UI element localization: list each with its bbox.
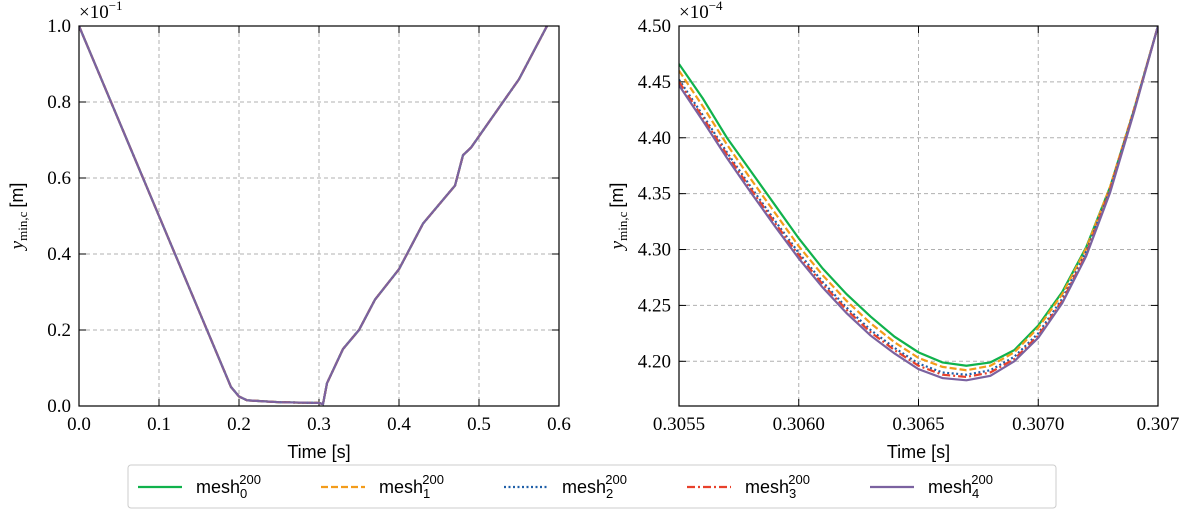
x-tick-label: 0.3065 xyxy=(892,414,944,435)
series-line xyxy=(79,26,548,406)
legend-sup: 200 xyxy=(605,472,627,487)
plot-frame xyxy=(678,25,1159,407)
y-tick-label: 4.35 xyxy=(638,184,671,205)
x-tick-label: 0.0 xyxy=(67,414,91,435)
y-tick-label: 4.30 xyxy=(638,240,671,261)
y-label-unit: [m] xyxy=(607,183,627,208)
y-tick-label: 4.50 xyxy=(638,16,671,37)
x-tick-label: 0.3055 xyxy=(653,414,705,435)
y-label-symbol: y xyxy=(607,240,628,251)
x-axis-label: Time [s] xyxy=(887,442,950,462)
legend-sub: 4 xyxy=(972,486,979,501)
series-line xyxy=(679,26,1158,379)
x-tick-label: 0.5 xyxy=(467,414,491,435)
y-tick-label: 4.45 xyxy=(638,72,671,93)
legend-name: mesh xyxy=(196,477,240,497)
legend-label: mesh2200 xyxy=(562,472,627,501)
x-tick-label: 0.3060 xyxy=(773,414,825,435)
legend-sub: 0 xyxy=(240,486,247,501)
legend-sub: 2 xyxy=(606,486,613,501)
offset-exp: −1 xyxy=(109,0,123,13)
y-tick-label: 1.0 xyxy=(47,16,71,37)
y-tick-label: 0.2 xyxy=(47,320,71,341)
series-line xyxy=(679,26,1158,382)
x-tick-label: 0.307 xyxy=(1137,414,1180,435)
y-label-sub: min,c xyxy=(15,211,30,240)
offset-label: ×10−4 xyxy=(679,0,723,23)
y-axis-label: ymin,c [m] xyxy=(7,183,30,252)
y-tick-label: 4.20 xyxy=(638,351,671,372)
legend-name: mesh xyxy=(745,477,789,497)
y-tick-label: 0.8 xyxy=(47,92,71,113)
series-line xyxy=(79,26,548,406)
legend-label: mesh4200 xyxy=(928,472,993,501)
legend-label: mesh0200 xyxy=(196,472,261,501)
series-line xyxy=(79,26,548,406)
y-axis-label: ymin,c [m] xyxy=(607,183,630,252)
x-tick-label: 0.3 xyxy=(307,414,331,435)
legend-box xyxy=(127,464,1057,509)
legend-label: mesh3200 xyxy=(745,472,810,501)
legend-name: mesh xyxy=(928,477,972,497)
x-axis-label: Time [s] xyxy=(287,442,350,462)
y-label-sub: min,c xyxy=(615,211,630,240)
x-tick-label: 0.6 xyxy=(547,414,571,435)
legend-sub: 3 xyxy=(789,486,796,501)
y-tick-label: 0.0 xyxy=(47,396,71,417)
x-tick-label: 0.4 xyxy=(387,414,411,435)
series-line xyxy=(679,26,1158,372)
x-tick-label: 0.3070 xyxy=(1012,414,1064,435)
legend-sup: 200 xyxy=(422,472,444,487)
x-tick-label: 0.2 xyxy=(227,414,251,435)
legend-sub: 1 xyxy=(423,486,430,501)
offset-base: ×10 xyxy=(679,2,709,23)
legend-sup: 200 xyxy=(788,472,810,487)
series-line xyxy=(79,26,548,406)
offset-label: ×10−1 xyxy=(79,0,123,23)
offset-base: ×10 xyxy=(79,2,109,23)
plot-frame xyxy=(78,25,560,407)
x-tick-label: 0.1 xyxy=(147,414,171,435)
y-label-symbol: y xyxy=(7,240,28,251)
series-line xyxy=(79,26,548,406)
legend-name: mesh xyxy=(562,477,606,497)
y-label-unit: [m] xyxy=(7,183,27,208)
legend-name: mesh xyxy=(379,477,423,497)
y-tick-label: 4.25 xyxy=(638,295,671,316)
y-tick-label: 0.4 xyxy=(47,244,71,265)
offset-exp: −4 xyxy=(709,0,723,13)
legend-sup: 200 xyxy=(971,472,993,487)
y-tick-label: 0.6 xyxy=(47,168,71,189)
legend-sup: 200 xyxy=(239,472,261,487)
y-tick-label: 4.40 xyxy=(638,128,671,149)
legend-label: mesh1200 xyxy=(379,472,444,501)
